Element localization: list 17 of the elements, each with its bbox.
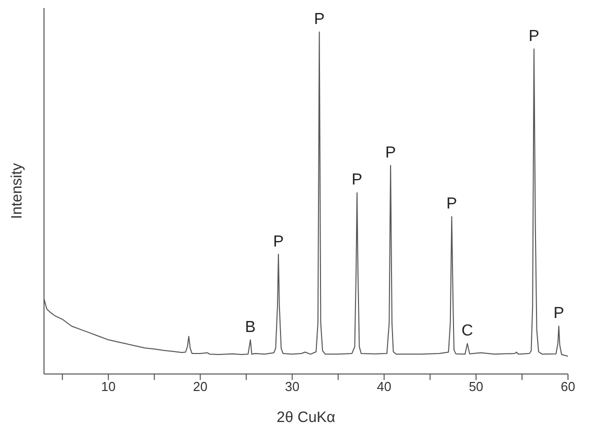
annotation: P bbox=[273, 233, 284, 250]
annotation: P bbox=[553, 305, 564, 322]
annotation: P bbox=[528, 28, 540, 46]
x-tick-label: 20 bbox=[193, 379, 208, 394]
x-tick-label: 60 bbox=[560, 379, 576, 394]
annotation: P bbox=[352, 172, 362, 189]
annotation: P bbox=[385, 144, 396, 162]
x-tick-label: 10 bbox=[101, 379, 116, 394]
annotation: P bbox=[314, 10, 325, 28]
x-tick-label: 30 bbox=[284, 379, 300, 394]
x-tick-label: 40 bbox=[376, 379, 392, 394]
x-axis-title: 2θ CuKα bbox=[276, 409, 336, 426]
annotation: P bbox=[446, 196, 458, 213]
y-axis-title: Intensity bbox=[8, 162, 26, 219]
annotation: B bbox=[245, 318, 256, 336]
annotation: C bbox=[462, 322, 474, 340]
x-tick-label: 50 bbox=[468, 379, 484, 394]
